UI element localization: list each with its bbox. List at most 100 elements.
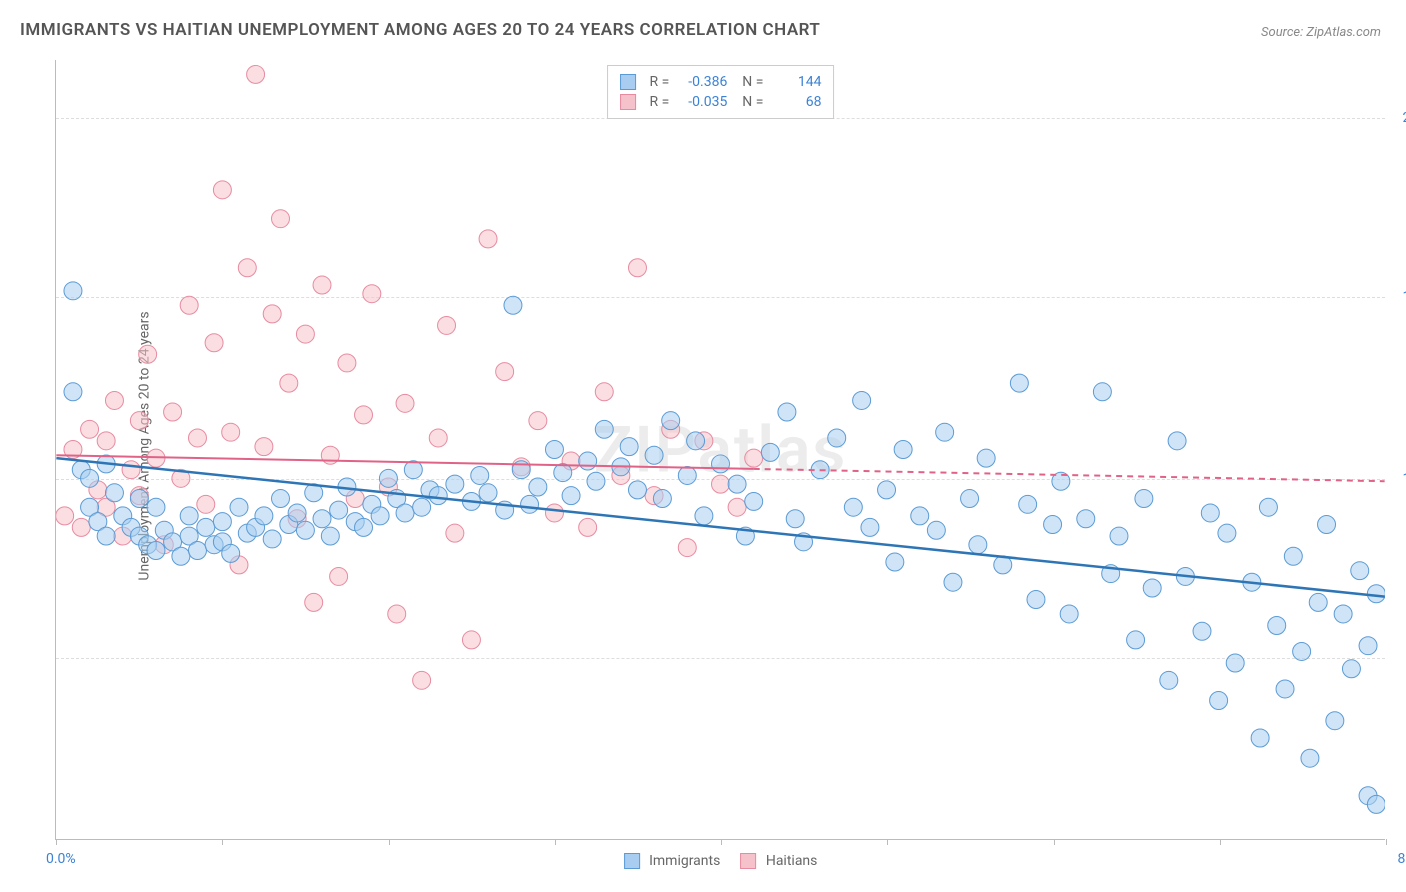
data-point [429, 429, 447, 447]
data-point [1359, 637, 1377, 655]
n-value-immigrants: 144 [771, 74, 821, 90]
data-point [72, 518, 90, 536]
data-point [587, 472, 605, 490]
legend-swatch-haitians [740, 853, 756, 869]
data-point [479, 230, 497, 248]
data-point [1367, 585, 1385, 603]
data-point [562, 487, 580, 505]
data-point [188, 541, 206, 559]
plot-area: ZIPatlas R = -0.386 N = 144 R = -0.035 N… [55, 60, 1385, 840]
data-point [180, 296, 198, 314]
data-point [496, 363, 514, 381]
data-point [379, 469, 397, 487]
legend-item-haitians: Haitians [740, 853, 817, 869]
data-point [446, 524, 464, 542]
data-point [1060, 605, 1078, 623]
data-point [628, 481, 646, 499]
data-point [745, 492, 763, 510]
data-point [180, 507, 198, 525]
data-point [1010, 374, 1028, 392]
data-point [927, 521, 945, 539]
data-point [628, 259, 646, 277]
data-point [81, 469, 99, 487]
data-point [471, 466, 489, 484]
data-point [139, 345, 157, 363]
data-point [545, 441, 563, 459]
data-point [255, 438, 273, 456]
data-point [1367, 795, 1385, 813]
data-point [678, 539, 696, 557]
data-point [529, 412, 547, 430]
data-point [620, 438, 638, 456]
chart-title: IMMIGRANTS VS HAITIAN UNEMPLOYMENT AMONG… [20, 20, 820, 40]
y-tick-label: 12.5% [1402, 471, 1406, 487]
data-point [122, 461, 140, 479]
data-point [1093, 383, 1111, 401]
data-point [1077, 510, 1095, 528]
data-point [1326, 712, 1344, 730]
data-point [1259, 498, 1277, 516]
data-point [878, 481, 896, 499]
data-point [296, 521, 314, 539]
stats-row-immigrants: R = -0.386 N = 144 [620, 72, 822, 92]
chart-svg [56, 60, 1385, 839]
r-value-haitians: -0.035 [677, 94, 727, 110]
data-point [263, 305, 281, 323]
data-point [936, 423, 954, 441]
data-point [712, 455, 730, 473]
data-point [861, 518, 879, 536]
data-point [1276, 680, 1294, 698]
data-point [172, 547, 190, 565]
legend-label-haitians: Haitians [766, 853, 818, 869]
data-point [828, 429, 846, 447]
data-point [64, 282, 82, 300]
data-point [388, 605, 406, 623]
data-point [130, 490, 148, 508]
data-point [653, 490, 671, 508]
data-point [1284, 547, 1302, 565]
data-point [1201, 504, 1219, 522]
data-point [1268, 617, 1286, 635]
data-point [355, 406, 373, 424]
data-point [272, 210, 290, 228]
n-value-haitians: 68 [771, 94, 821, 110]
data-point [272, 490, 290, 508]
data-point [1127, 631, 1145, 649]
y-tick-label: 25.0% [1402, 110, 1406, 126]
data-point [844, 498, 862, 516]
x-axis-max-label: 80.0% [1397, 851, 1406, 867]
data-point [1193, 622, 1211, 640]
data-point [1301, 749, 1319, 767]
data-point [230, 498, 248, 516]
data-point [894, 441, 912, 459]
r-label: R = [650, 94, 670, 110]
data-point [579, 518, 597, 536]
data-point [1160, 671, 1178, 689]
data-point [761, 443, 779, 461]
data-point [745, 449, 763, 467]
data-point [1351, 562, 1369, 580]
data-point [321, 527, 339, 545]
r-value-immigrants: -0.386 [677, 74, 727, 90]
n-label: N = [735, 94, 763, 110]
data-point [1027, 591, 1045, 609]
data-point [695, 507, 713, 525]
data-point [438, 316, 456, 334]
data-point [1044, 516, 1062, 534]
data-point [1143, 579, 1161, 597]
data-point [288, 504, 306, 522]
data-point [105, 391, 123, 409]
stats-swatch-haitians [620, 94, 636, 110]
data-point [595, 383, 613, 401]
data-point [529, 478, 547, 496]
data-point [977, 449, 995, 467]
data-point [338, 354, 356, 372]
data-point [213, 513, 231, 531]
data-point [645, 446, 663, 464]
data-point [678, 466, 696, 484]
data-point [222, 423, 240, 441]
data-point [1019, 495, 1037, 513]
data-point [413, 498, 431, 516]
data-point [1309, 593, 1327, 611]
data-point [886, 553, 904, 571]
